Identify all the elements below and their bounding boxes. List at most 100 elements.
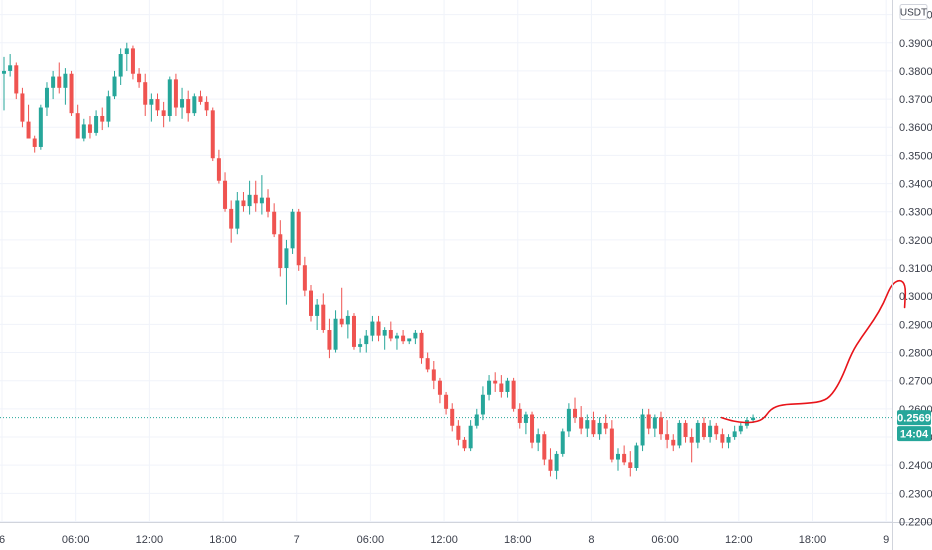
candle-body xyxy=(69,73,74,114)
candle xyxy=(94,110,99,136)
candle-body xyxy=(186,99,191,114)
candle xyxy=(714,422,719,440)
candle xyxy=(616,448,620,471)
candle xyxy=(216,149,221,184)
candle-body xyxy=(474,414,479,426)
candle-body xyxy=(671,439,676,446)
candle-body xyxy=(345,315,350,325)
candle-body xyxy=(548,459,553,471)
candle-body xyxy=(94,115,99,133)
x-tick-label: 06:00 xyxy=(357,534,385,546)
candle xyxy=(585,414,590,438)
candle xyxy=(253,180,258,212)
last-price-badge xyxy=(897,410,931,426)
candle xyxy=(640,408,645,452)
candle xyxy=(32,135,37,153)
candle-body xyxy=(14,65,19,94)
y-tick-label: 0.3900 xyxy=(899,38,932,50)
y-tick-label: 0.3400 xyxy=(899,179,932,191)
candle-body xyxy=(370,321,375,336)
candle-body xyxy=(327,330,332,350)
candle-body xyxy=(407,338,412,342)
currency-label: USDT xyxy=(900,8,927,19)
x-tick-label: 18:00 xyxy=(504,534,532,546)
candle xyxy=(566,403,571,438)
candle-body xyxy=(296,211,301,266)
candle-body xyxy=(100,115,105,122)
candle xyxy=(573,397,578,423)
candle-body xyxy=(32,138,37,147)
candle xyxy=(155,93,160,116)
candle xyxy=(315,299,320,331)
candle xyxy=(124,42,129,71)
candle xyxy=(333,310,338,353)
candle xyxy=(487,375,492,401)
candle-body xyxy=(192,96,197,114)
candle-body xyxy=(720,434,725,443)
candle-body xyxy=(241,200,246,207)
candle-body xyxy=(333,318,338,350)
candle xyxy=(284,239,289,305)
candle-body xyxy=(315,304,320,316)
candle xyxy=(542,431,547,466)
candle xyxy=(75,104,80,139)
candle xyxy=(382,327,387,350)
candle-body xyxy=(51,76,56,88)
candle-body xyxy=(652,417,657,429)
candle xyxy=(407,338,412,345)
candle-body xyxy=(689,437,694,443)
candle-body xyxy=(2,70,6,74)
candle xyxy=(388,321,393,342)
candle xyxy=(266,189,271,218)
candle-body xyxy=(695,422,700,443)
candle xyxy=(112,70,117,100)
candle-body xyxy=(579,417,584,429)
candle-body xyxy=(566,408,571,432)
candle xyxy=(130,45,135,80)
candle xyxy=(302,256,307,297)
candle xyxy=(192,93,197,116)
candle xyxy=(597,417,602,440)
candle-body xyxy=(493,380,498,384)
x-tick-label: 9 xyxy=(883,534,889,546)
candle xyxy=(100,107,105,131)
candle xyxy=(493,372,498,392)
candle xyxy=(720,428,725,449)
candle-body xyxy=(235,200,240,229)
candle-body xyxy=(167,79,172,116)
candle xyxy=(603,414,608,435)
candle-body xyxy=(75,113,80,139)
candle-body xyxy=(173,79,178,108)
candle xyxy=(450,403,455,432)
y-tick-label: 0.2800 xyxy=(899,348,932,360)
candle-body xyxy=(585,420,590,429)
candle xyxy=(462,437,467,452)
countdown-value: 14:04 xyxy=(900,429,929,441)
candle-body xyxy=(351,315,356,347)
candle xyxy=(517,403,522,429)
candle-body xyxy=(683,422,688,438)
candle xyxy=(321,293,326,333)
candle-body xyxy=(468,425,473,449)
candle xyxy=(278,220,283,277)
candle xyxy=(431,360,436,390)
candle xyxy=(204,96,209,116)
candle-body xyxy=(622,453,627,463)
candle xyxy=(646,408,651,435)
candle-body xyxy=(456,425,461,440)
candle-body xyxy=(462,439,467,449)
candle xyxy=(69,70,74,116)
x-tick-label: 12:00 xyxy=(136,534,164,546)
currency-tag[interactable] xyxy=(899,4,928,20)
candle-body xyxy=(677,422,682,446)
last-price-value: 0.2569 xyxy=(897,413,931,425)
candle xyxy=(425,352,430,373)
candle xyxy=(536,428,541,452)
candle-body xyxy=(708,425,713,438)
prediction-curve xyxy=(720,279,907,424)
candle xyxy=(63,68,68,105)
candle xyxy=(210,107,215,162)
candle-body xyxy=(554,453,559,471)
candle xyxy=(456,420,461,446)
